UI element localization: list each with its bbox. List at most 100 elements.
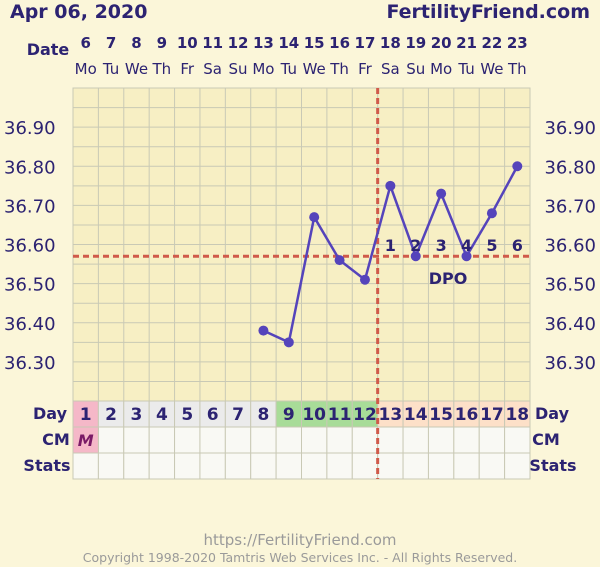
cycle-day-number: 10: [302, 405, 326, 425]
dpo-number: 4: [461, 236, 472, 255]
stats-row-label-left: Stats: [23, 456, 70, 475]
cm-cell: [377, 426, 404, 454]
temperature-point: [309, 212, 320, 223]
cycle-day-number: 8: [257, 405, 269, 425]
y-tick-label-left: 36.80: [4, 157, 56, 178]
footer-copyright: Copyright 1998-2020 Tamtris Web Services…: [83, 550, 517, 565]
stats-cell: [174, 452, 201, 480]
date-number: 22: [481, 34, 502, 52]
cm-cell: [453, 426, 480, 454]
weekday-label: Fr: [180, 60, 195, 78]
cycle-day-number: 4: [156, 405, 168, 425]
cycle-day-number: 13: [379, 405, 403, 425]
cycle-day-number: 14: [404, 405, 428, 425]
y-tick-label-right: 36.30: [544, 353, 596, 374]
cycle-day-cell: [97, 400, 125, 428]
cycle-day-number: 17: [480, 405, 504, 425]
weekday-label: Mo: [75, 60, 97, 78]
weekday-label: Mo: [430, 60, 452, 78]
footer-url[interactable]: https://FertilityFriend.com: [203, 531, 396, 549]
stats-cell: [123, 452, 150, 480]
temperature-point: [359, 274, 370, 285]
stats-cell: [72, 452, 99, 480]
y-tick-label-left: 36.40: [4, 314, 56, 335]
date-number: 18: [380, 34, 401, 52]
stats-cell: [377, 452, 404, 480]
cm-row-label-right: CM: [532, 430, 560, 449]
cm-cell: [174, 426, 201, 454]
reference-lines: [73, 88, 530, 479]
date-number: 7: [106, 34, 116, 52]
stats-cell: [199, 452, 226, 480]
cycle-day-cell: [174, 400, 201, 428]
temperature-point: [385, 180, 396, 191]
y-tick-label-left: 36.50: [4, 275, 56, 296]
cycle-day-number: 2: [105, 405, 117, 425]
y-tick-label-right: 36.90: [544, 118, 596, 139]
weekday-label: We: [125, 60, 148, 78]
cycle-day-number: 9: [283, 405, 295, 425]
dpo-number: 6: [512, 236, 523, 255]
stats-cell: [453, 452, 480, 480]
date-number: 12: [228, 34, 249, 52]
date-number: 21: [456, 34, 477, 52]
stats-cell: [402, 452, 429, 480]
date-number: 23: [507, 34, 528, 52]
stats-cell: [224, 452, 252, 480]
y-tick-label-right: 36.60: [544, 236, 596, 257]
date-number: 6: [80, 34, 90, 52]
temperature-point: [512, 161, 523, 172]
cycle-day-number: 12: [353, 405, 377, 425]
cycle-day-number: 3: [131, 405, 143, 425]
temperature-point: [436, 188, 447, 199]
cm-cell: [301, 426, 328, 454]
stats-cell: [427, 452, 455, 480]
date-number: 13: [253, 34, 274, 52]
cycle-day-cell: [427, 400, 455, 428]
y-tick-label-left: 36.30: [4, 353, 56, 374]
cm-cell: [402, 426, 429, 454]
temperature-point: [258, 325, 269, 336]
y-tick-label-right: 36.80: [544, 157, 596, 178]
cm-row-label-left: CM: [42, 430, 70, 449]
cm-cell: [250, 426, 277, 454]
cm-cell: [275, 426, 303, 454]
cm-cell-filled: [72, 426, 99, 454]
y-tick-label-right: 36.70: [544, 196, 596, 217]
cm-cell: [504, 426, 531, 454]
weekday-label: Fr: [358, 60, 373, 78]
y-tick-label-right: 36.40: [544, 314, 596, 335]
y-tick-label-left: 36.90: [4, 118, 56, 139]
cm-cell: [148, 426, 176, 454]
cm-cell: [351, 426, 379, 454]
temperature-point: [283, 337, 294, 348]
weekday-label: Th: [329, 60, 349, 78]
stats-cell: [351, 452, 379, 480]
weekday-label: Mo: [252, 60, 274, 78]
date-number: 14: [278, 34, 299, 52]
cycle-day-cell: [72, 400, 99, 428]
y-tick-label-left: 36.70: [4, 196, 56, 217]
temperature-point: [486, 208, 497, 219]
cm-cell: [427, 426, 455, 454]
temperature-point: [334, 255, 345, 266]
cycle-day-cell: [148, 400, 176, 428]
date-number: 9: [157, 34, 167, 52]
temperature-series: [258, 161, 523, 348]
date-number: 17: [355, 34, 376, 52]
weekday-label: Sa: [203, 60, 222, 78]
dpo-number: 1: [385, 236, 396, 255]
stats-cell: [275, 452, 303, 480]
cm-cell: [123, 426, 150, 454]
weekday-label: We: [480, 60, 503, 78]
temperature-point: [461, 251, 472, 262]
date-row-label: Date: [27, 40, 70, 59]
cycle-day-number: 15: [429, 405, 453, 425]
dpo-number: 5: [486, 236, 497, 255]
cycle-table: 1 2 3 4 5 6 7 8 9 10 11 12 13 14 15 16 17 18M: [72, 400, 531, 480]
date-number: 8: [131, 34, 141, 52]
stats-cell: [478, 452, 506, 480]
stats-cell: [97, 452, 125, 480]
dpo-label: DPO: [429, 269, 468, 288]
